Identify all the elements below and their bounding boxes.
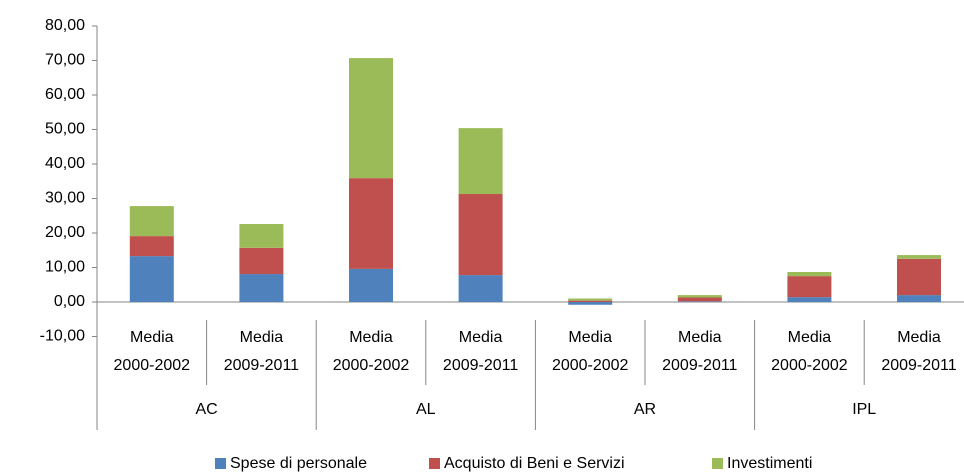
legend-label: Acquisto di Beni e Servizi [444, 455, 625, 472]
x-tick-label: Media 2000-2002 [771, 329, 848, 374]
y-tick-label: 20,00 [45, 224, 85, 241]
x-tick-label-line: 2000-2002 [333, 357, 410, 374]
bar-segment [349, 58, 393, 179]
y-tick-label: 80,00 [45, 17, 85, 34]
bar-segment [787, 271, 832, 277]
bar-segment [349, 178, 393, 269]
bar-segment [239, 274, 284, 302]
group-label: IPL [852, 401, 876, 418]
x-tick-label-line: Media [568, 329, 612, 346]
y-tick-label: 60,00 [45, 86, 85, 103]
x-tick-label-line: 2009-2011 [662, 357, 737, 374]
bar-segment [458, 194, 503, 276]
x-tick-label-line: Media [130, 329, 174, 346]
x-tick-label-line: 2009-2011 [881, 357, 956, 374]
group-label: AL [416, 401, 436, 418]
bar-segment [897, 295, 941, 302]
bar-segment [458, 275, 503, 302]
bar-segment [787, 276, 832, 298]
legend-swatch [712, 458, 723, 469]
legend-swatch [215, 458, 226, 469]
bar-segment [897, 258, 941, 296]
bar-segment [129, 256, 174, 302]
x-tick-label: Media 2000-2002 [333, 329, 410, 374]
group-label: AR [634, 401, 656, 418]
bar-segment [568, 298, 613, 301]
x-tick-label-line: 2009-2011 [224, 357, 299, 374]
legend-swatch [429, 458, 440, 469]
x-tick-label-line: Media [788, 329, 832, 346]
x-tick-label: Media 2000-2002 [114, 329, 191, 374]
x-tick-label-line: Media [349, 329, 393, 346]
bar-segment [349, 268, 393, 302]
bar-segment [129, 206, 174, 237]
bar-segment [677, 297, 722, 302]
bar-segment [239, 247, 284, 275]
bar-segment [568, 302, 613, 305]
x-tick-label-line: Media [678, 329, 722, 346]
y-tick-label: 50,00 [45, 121, 85, 138]
y-tick-label: 70,00 [45, 52, 85, 69]
x-tick-label: Media 2009-2011 [662, 329, 737, 374]
y-tick-label: -10,00 [40, 328, 85, 345]
x-tick-label-line: Media [240, 329, 284, 346]
x-tick-label-line: 2000-2002 [771, 357, 848, 374]
x-tick-label: Media 2009-2011 [224, 329, 299, 374]
legend-label: Spese di personale [230, 455, 367, 472]
y-tick-label: 10,00 [45, 259, 85, 276]
bar-segment [787, 297, 832, 302]
group-label: AC [195, 401, 217, 418]
bar-segment [239, 224, 284, 248]
x-tick-label-line: Media [459, 329, 503, 346]
bar-segment [677, 301, 722, 302]
bar-segment [897, 255, 941, 259]
bar-segment [677, 295, 722, 298]
y-tick-label: 0,00 [54, 293, 85, 310]
bar-segment [568, 300, 613, 302]
x-tick-label-line: 2000-2002 [552, 357, 629, 374]
y-tick-label: 30,00 [45, 190, 85, 207]
x-tick-label-line: 2009-2011 [443, 357, 518, 374]
bar-segment [129, 236, 174, 257]
x-tick-label-line: Media [897, 329, 941, 346]
legend-label: Investimenti [727, 455, 812, 472]
x-tick-label: Media 2009-2011 [443, 329, 518, 374]
y-tick-label: 40,00 [45, 155, 85, 172]
x-tick-label: Media 2009-2011 [881, 329, 956, 374]
x-tick-label-line: 2000-2002 [114, 357, 191, 374]
x-tick-label: Media 2000-2002 [552, 329, 629, 374]
bar-segment [458, 128, 503, 195]
